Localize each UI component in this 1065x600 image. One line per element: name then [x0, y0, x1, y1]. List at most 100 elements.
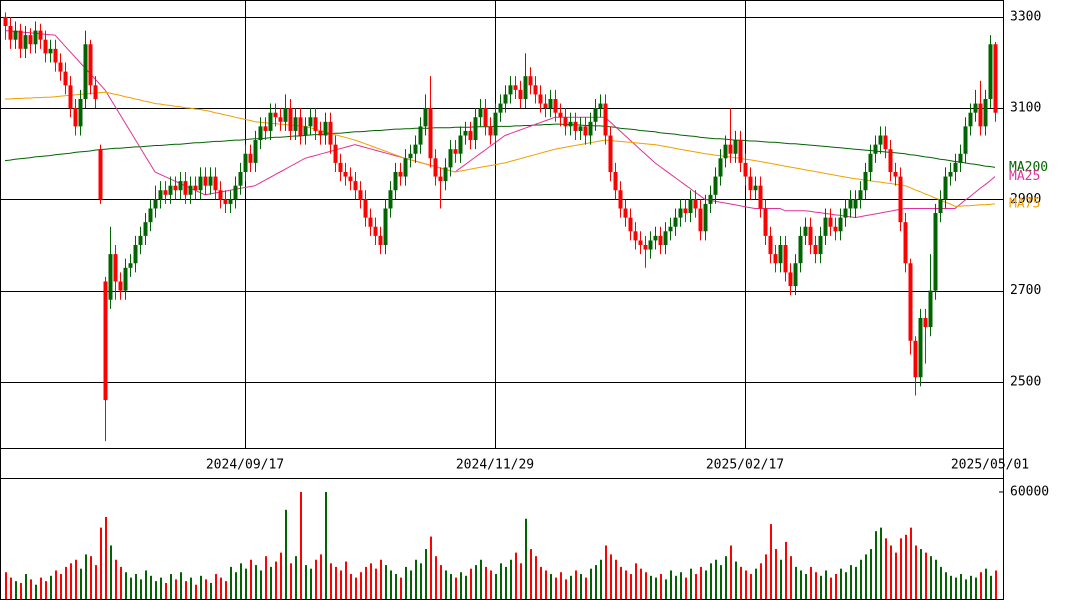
volume-bar — [310, 568, 312, 599]
volume-bar — [280, 552, 282, 599]
volume-bar — [365, 566, 367, 599]
candle-body — [68, 85, 73, 109]
candle-body — [668, 226, 673, 232]
volume-bar — [130, 577, 132, 599]
volume-bar — [70, 563, 72, 599]
volume-bar — [825, 570, 827, 599]
moving-average-line — [5, 91, 996, 207]
volume-bar — [360, 572, 362, 599]
volume-bar — [260, 570, 262, 599]
volume-bar — [820, 575, 822, 599]
candle-body — [133, 244, 138, 264]
volume-bar — [835, 574, 837, 599]
volume-bar — [725, 556, 727, 599]
volume-bar — [910, 527, 912, 599]
volume-bar — [995, 570, 997, 599]
candle-body — [243, 153, 248, 172]
candle-body — [588, 121, 593, 136]
volume-bar — [380, 559, 382, 599]
volume-bar — [735, 561, 737, 599]
volume-bar — [455, 577, 457, 599]
legend-label: MA75 — [1009, 196, 1040, 211]
volume-bar — [935, 559, 937, 599]
volume-bar — [785, 541, 787, 599]
volume-bar — [730, 545, 732, 599]
volume-bar — [860, 559, 862, 599]
candle-body — [453, 149, 458, 154]
volume-bar — [195, 584, 197, 599]
candle-body — [18, 30, 23, 49]
candle-body — [688, 199, 693, 214]
volume-bar — [770, 524, 772, 599]
candle-body — [768, 235, 773, 255]
volume-bar — [800, 570, 802, 599]
volume-bar — [345, 561, 347, 599]
y-tick-label: 2900 — [1010, 192, 1041, 207]
volume-bar — [245, 568, 247, 599]
volume-bar — [550, 574, 552, 599]
candle-body — [153, 199, 158, 209]
candle-body — [188, 185, 193, 195]
x-tick-label: 2025/02/17 — [706, 458, 784, 473]
volume-bar — [335, 566, 337, 599]
candle-body — [148, 208, 153, 223]
candle-body — [203, 176, 208, 186]
candle-body — [988, 44, 993, 99]
volume-bar — [970, 575, 972, 599]
volume-bar — [615, 559, 617, 599]
volume-bar — [210, 582, 212, 599]
volume-bar — [645, 572, 647, 599]
volume-bar — [400, 577, 402, 599]
candle-body — [463, 130, 468, 136]
candle-body — [83, 44, 88, 99]
volume-bar — [570, 575, 572, 599]
candle-body — [503, 94, 508, 104]
volume-bar — [85, 554, 87, 599]
volume-bar — [925, 552, 927, 599]
candle-body — [378, 235, 383, 245]
candle-body — [53, 48, 58, 63]
candle-body — [173, 185, 178, 191]
candle-body — [778, 244, 783, 264]
volume-bar — [680, 572, 682, 599]
candle-body — [93, 85, 98, 99]
volume-bar — [960, 574, 962, 599]
candle-body — [118, 281, 123, 291]
volume-bar — [940, 566, 942, 599]
volume-bar — [900, 538, 902, 599]
volume-bar — [230, 566, 232, 599]
volume-bar — [625, 570, 627, 599]
volume-bar — [135, 574, 137, 599]
volume-bar — [275, 561, 277, 599]
candle-body — [403, 158, 408, 177]
candle-body — [383, 208, 388, 245]
volume-bar — [655, 577, 657, 599]
volume-bar — [700, 566, 702, 599]
candle-body — [228, 199, 233, 204]
volume-bar — [930, 556, 932, 599]
volume-bar — [115, 559, 117, 599]
volume-bar — [460, 572, 462, 599]
volume-bar — [65, 566, 67, 599]
volume-bar — [250, 559, 252, 599]
volume-bar — [145, 570, 147, 599]
volume-bar — [630, 574, 632, 599]
x-tick-label: 2024/09/17 — [206, 458, 284, 473]
candles — [3, 12, 998, 442]
candle-body — [328, 121, 333, 145]
volume-bar — [595, 565, 597, 599]
candle-body — [483, 108, 488, 127]
volume-bar — [320, 554, 322, 599]
volume-bar — [225, 581, 227, 599]
candle-body — [958, 153, 963, 163]
moving-average-line — [4, 123, 996, 168]
candle-body — [908, 263, 913, 341]
volume-bar — [515, 552, 517, 599]
candle-body — [58, 62, 63, 72]
volume-bar — [30, 579, 32, 599]
volume-bar — [520, 563, 522, 599]
volume-bar — [500, 563, 502, 599]
candle-body — [803, 226, 808, 236]
candle-body — [168, 185, 173, 195]
